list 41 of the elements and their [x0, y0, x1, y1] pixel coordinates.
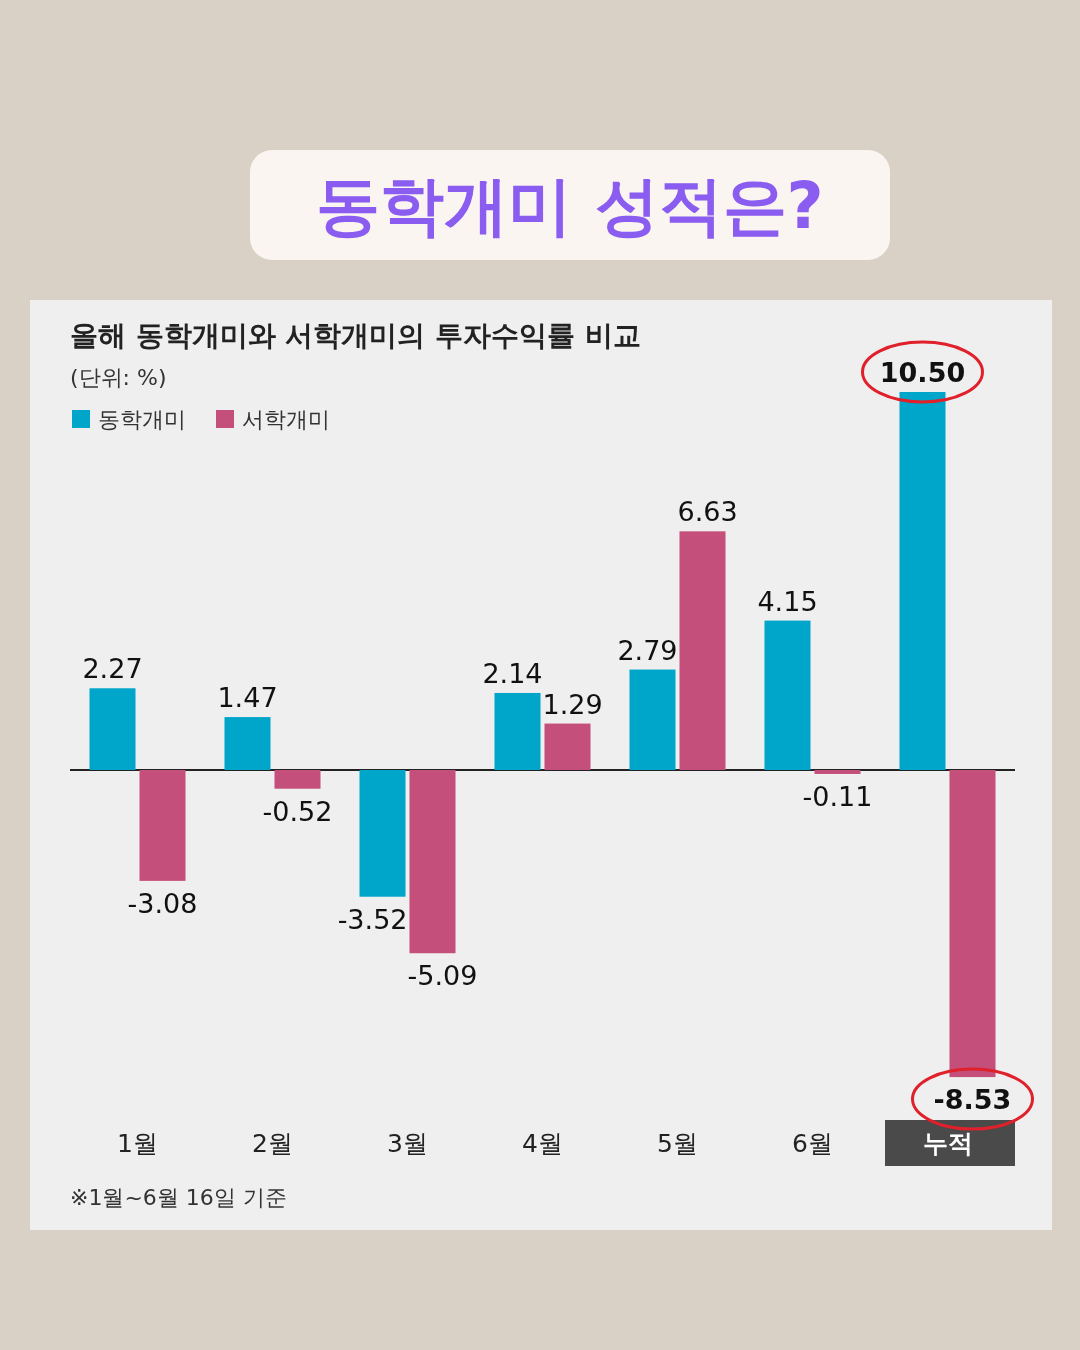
legend-label: 서학개미 [242, 407, 330, 432]
x-tick-label: 누적 [922, 1129, 973, 1158]
bar [629, 669, 676, 770]
x-tick-label: 1월 [117, 1129, 158, 1158]
legend-label: 동학개미 [98, 407, 186, 432]
data-label: -8.53 [933, 1084, 1012, 1116]
text: ※1월~6월 16일 기준 [70, 1185, 287, 1210]
x-tick-label: 3월 [387, 1129, 428, 1158]
y-axis-title: (단위: %) [70, 365, 167, 390]
data-label: 2.27 [82, 653, 143, 685]
x-tick-label: 5월 [657, 1129, 698, 1158]
chart-subtitle: 올해 동학개미와 서학개미의 투자수익률 비교 [70, 319, 641, 352]
bar [139, 770, 186, 881]
bar [899, 392, 946, 770]
data-label: 4.15 [757, 585, 818, 617]
data-label: -5.09 [407, 960, 478, 992]
bar [679, 531, 726, 770]
data-label: -3.08 [127, 887, 198, 919]
x-tick-label: 2월 [252, 1129, 293, 1158]
chart-title: 동학개미 성적은? [316, 169, 824, 243]
bar [274, 770, 321, 789]
data-label: 1.47 [217, 682, 278, 714]
data-label: -0.52 [262, 795, 333, 827]
data-label: -0.11 [802, 780, 873, 812]
data-label: 1.29 [542, 688, 603, 720]
bar [359, 770, 406, 897]
data-label: 6.63 [677, 496, 738, 528]
data-label: 2.14 [482, 657, 543, 689]
data-label: 10.50 [879, 357, 966, 388]
bar [409, 770, 456, 954]
bar [949, 770, 996, 1078]
x-tick-label: 6월 [792, 1129, 833, 1158]
bar [544, 723, 591, 770]
bar [494, 692, 541, 770]
x-tick-label: 4월 [522, 1129, 563, 1158]
data-label: -3.52 [337, 903, 408, 935]
bar [814, 770, 861, 774]
bar [89, 688, 136, 770]
bar [224, 717, 271, 770]
bar [764, 620, 811, 770]
data-label: 2.79 [617, 634, 678, 666]
